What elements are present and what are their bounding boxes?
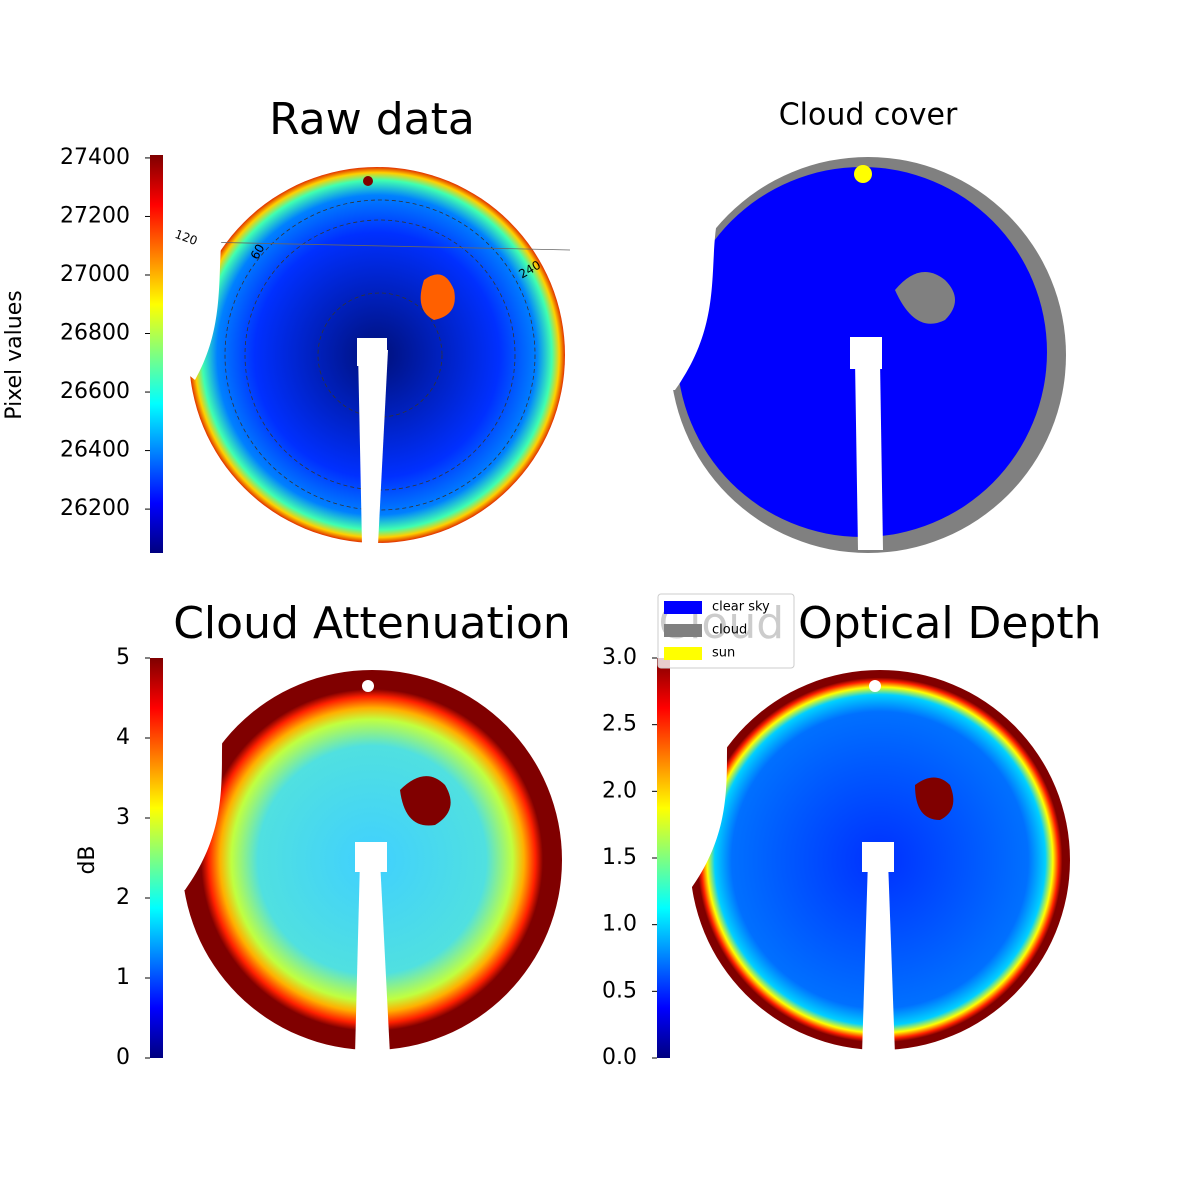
legend-label: cloud <box>712 623 747 638</box>
colorbar-tick-label: 1 <box>116 965 130 990</box>
panel-title: Raw data <box>269 94 475 145</box>
colorbar-tick-label: 0.0 <box>602 1045 637 1070</box>
colorbar-tick-label: 26200 <box>60 496 130 521</box>
colorbar-tick-label: 3 <box>116 805 130 830</box>
colorbar-tick-label: 1.5 <box>602 845 637 870</box>
legend-swatch <box>664 624 702 637</box>
legend-label: sun <box>712 646 735 661</box>
colorbar-tick-label: 26400 <box>60 438 130 463</box>
legend-label: clear sky <box>712 600 770 615</box>
legend-swatch <box>664 647 702 660</box>
colorbar-tick-label: 2 <box>116 885 130 910</box>
colorbar-tick-label: 2.0 <box>602 778 637 803</box>
legend-swatch <box>664 601 702 614</box>
colorbar-tick-label: 2.5 <box>602 712 637 737</box>
colorbar <box>150 155 163 553</box>
colorbar-tick-label: 5 <box>116 645 130 670</box>
colorbar-label: dB <box>75 845 100 874</box>
azimuth-label: 60 <box>248 242 268 262</box>
colorbar-label: Pixel values <box>2 290 27 419</box>
colorbar-tick-label: 4 <box>116 725 130 750</box>
colorbar-tick-label: 3.0 <box>602 645 637 670</box>
panel-title: Cloud Attenuation <box>173 598 571 649</box>
attenuation-image <box>170 670 562 1055</box>
raw-image <box>170 167 571 545</box>
colorbar-tick-label: 27200 <box>60 203 130 228</box>
colorbar-tick-label: 0 <box>116 1045 130 1070</box>
optical-depth-image <box>675 670 1070 1055</box>
colorbar <box>657 658 670 1058</box>
colorbar-tick-label: 27400 <box>60 145 130 170</box>
panel-title: Cloud cover <box>779 98 958 133</box>
colorbar-tick-label: 27000 <box>60 262 130 287</box>
colorbar-tick-label: 26800 <box>60 321 130 346</box>
colorbar <box>150 658 163 1058</box>
colorbar-tick-label: 0.5 <box>602 978 637 1003</box>
cloud-cover-image <box>660 157 1066 553</box>
colorbar-tick-label: 1.0 <box>602 912 637 937</box>
colorbar-tick-label: 26600 <box>60 379 130 404</box>
